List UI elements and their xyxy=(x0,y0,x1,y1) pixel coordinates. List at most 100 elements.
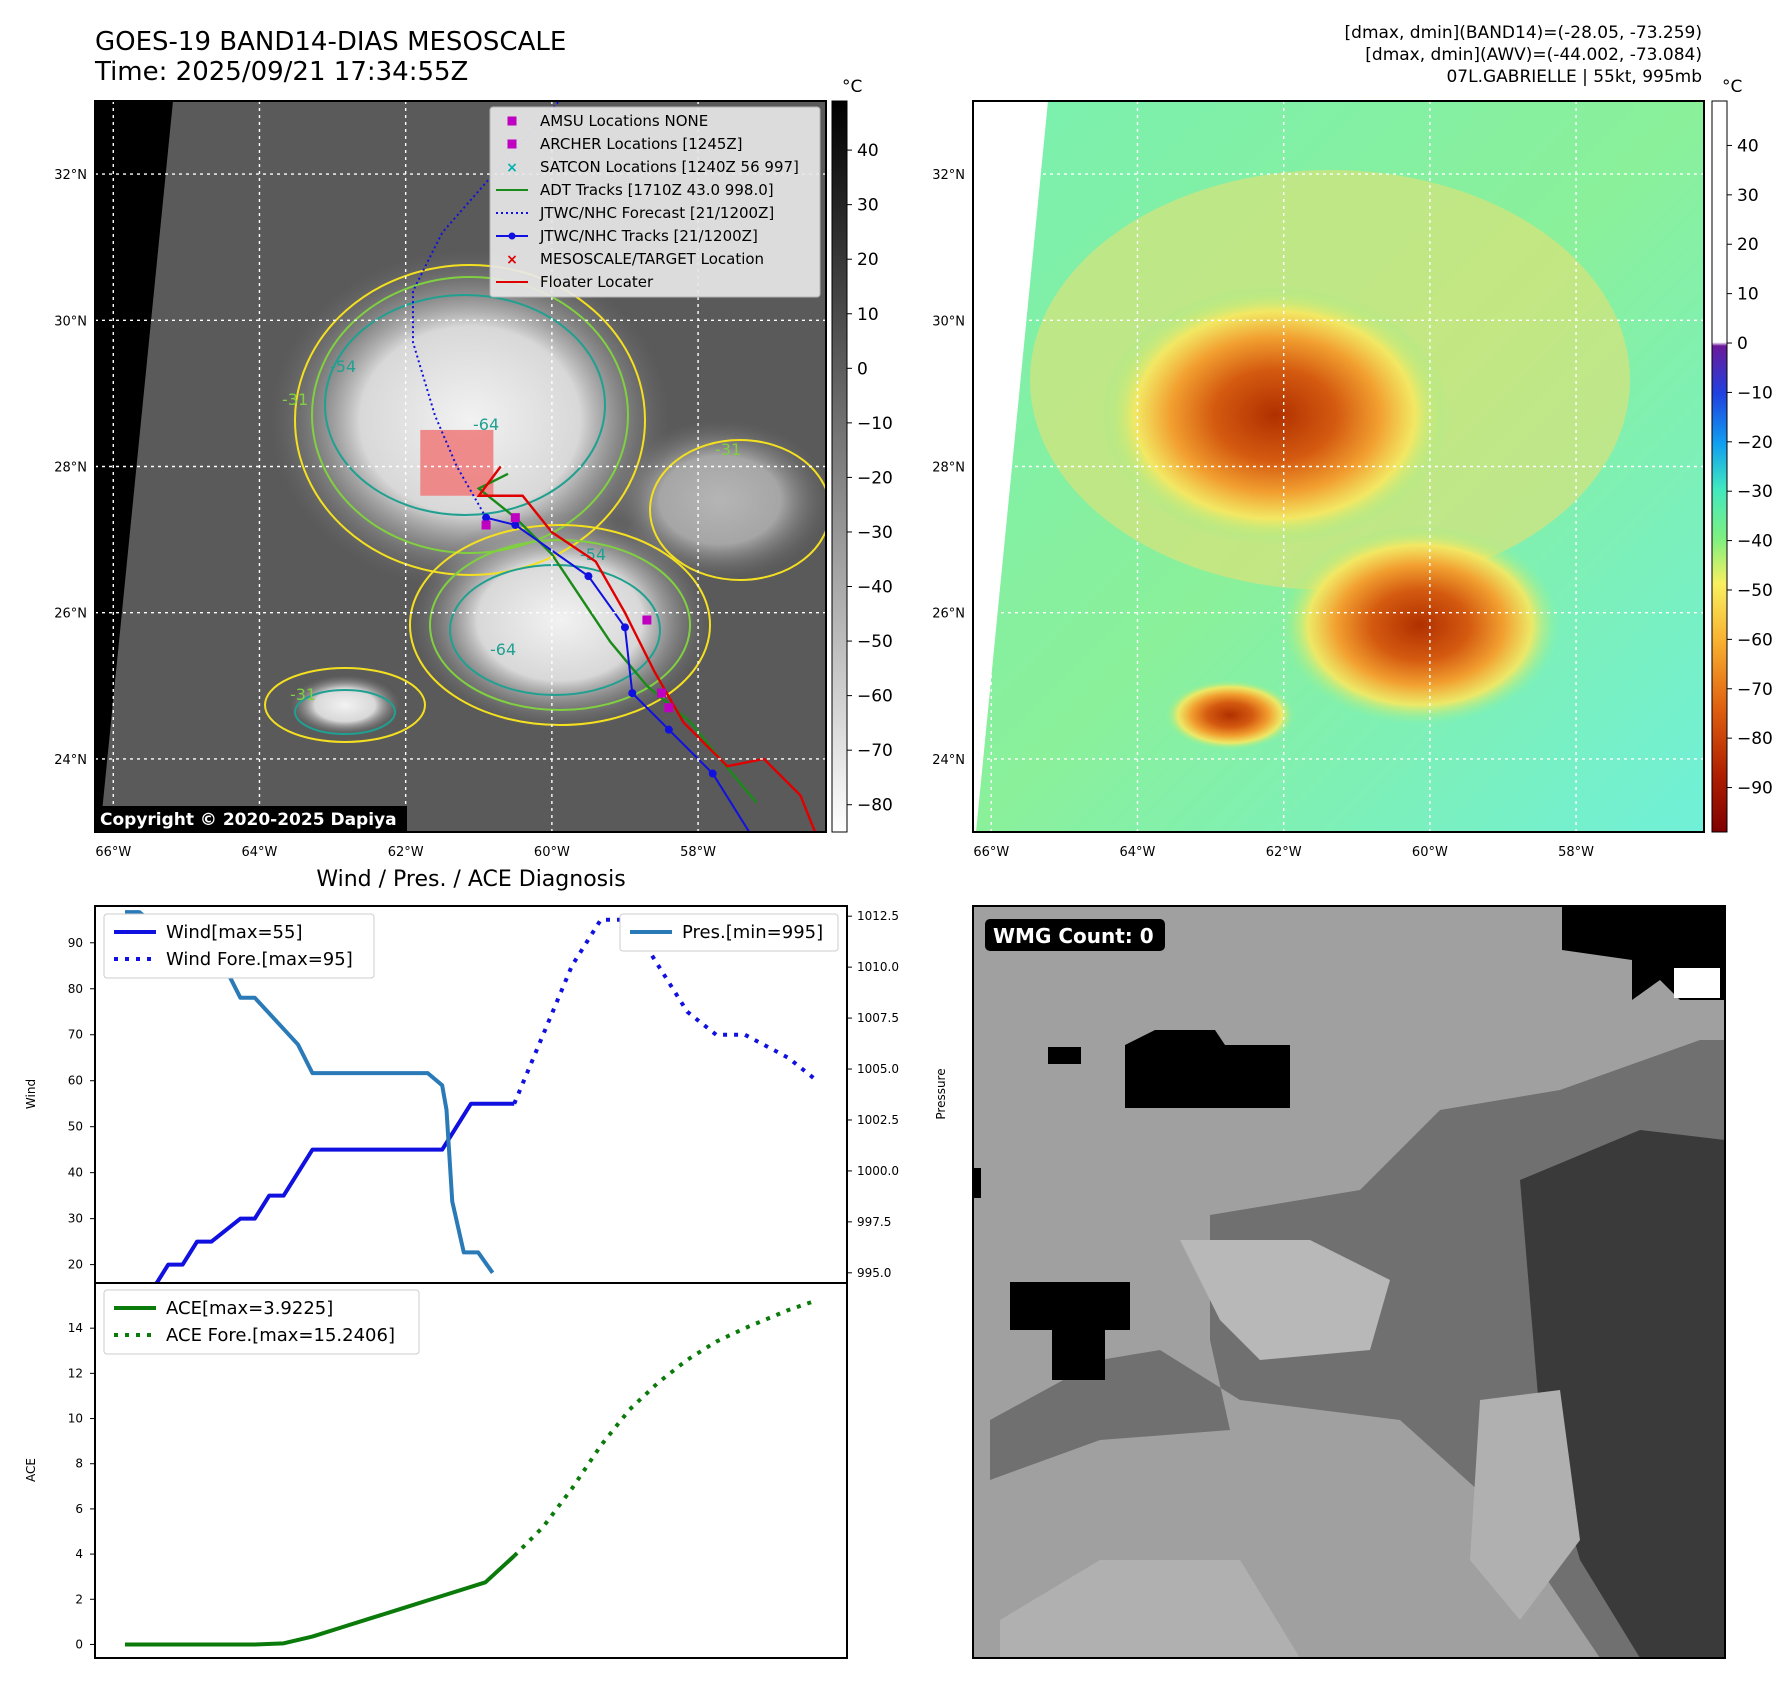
jtwc-track-point xyxy=(628,689,637,698)
lat-tick-label: 28°N xyxy=(932,461,965,476)
colorbar-tick-label: 40 xyxy=(857,141,879,161)
chart-legend-label: Wind[max=55] xyxy=(166,922,303,943)
contour-label: -31 xyxy=(282,390,308,409)
jtwc-track-point xyxy=(664,725,673,734)
jtwc-track-point xyxy=(584,572,593,581)
contour-yellow-south xyxy=(409,524,711,726)
archer-location-marker xyxy=(510,513,520,523)
y-tick-label: 90 xyxy=(68,936,83,950)
colorbar-tick-label: −80 xyxy=(857,796,893,816)
colorbar-tick-label: −30 xyxy=(857,523,893,543)
colorbar-tick-label: −80 xyxy=(1737,729,1773,749)
archer-location-marker xyxy=(657,688,667,698)
lat-tick-label: 26°N xyxy=(54,607,87,622)
jtwc-track-point xyxy=(708,769,717,778)
storm-info: 07L.GABRIELLE | 55kt, 995mb xyxy=(1446,67,1702,87)
jtwc-track-point xyxy=(620,623,629,632)
lon-tick-label: 62°W xyxy=(388,845,424,860)
colorbar-tick-label: −50 xyxy=(857,632,893,652)
copyright-label: Copyright © 2020-2025 Dapiya xyxy=(100,810,397,830)
contour-teal-south xyxy=(449,564,661,696)
band14-map-ticks: 66°W 64°W 62°W 60°W 58°W 32°N 30°N 28°N 26°N 24°N xyxy=(54,168,716,860)
y-tick-label: 40 xyxy=(68,1166,83,1180)
legend-label: Floater Locater xyxy=(540,273,654,291)
awv-map-gridlines xyxy=(973,101,1704,832)
colorbar-tick-label: −60 xyxy=(1737,630,1773,650)
wmg-region-light-3 xyxy=(1000,1560,1300,1658)
legend-label: AMSU Locations NONE xyxy=(540,112,708,130)
legend-label: MESOSCALE/TARGET Location xyxy=(540,250,764,268)
legend-symbol xyxy=(507,116,517,126)
y-tick-label: 50 xyxy=(68,1120,83,1134)
lon-tick-label: 62°W xyxy=(1266,845,1302,860)
figure-time: Time: 2025/09/21 17:34:55Z xyxy=(94,57,468,87)
colorbar-tick-label: −20 xyxy=(857,468,893,488)
pressure-axis-label: Pressure xyxy=(934,1068,948,1119)
contour-labels: -54 -31 -64 -54 -31 -64 -31 xyxy=(282,357,741,704)
no-data-wedge xyxy=(95,101,173,832)
chart-legend-label: Pres.[min=995] xyxy=(682,922,823,943)
colorbar-tick-label: −40 xyxy=(857,578,893,598)
wmg-black-nw xyxy=(1048,1047,1081,1064)
contour-green-north xyxy=(311,276,629,554)
lat-tick-label: 30°N xyxy=(932,314,965,329)
series-line xyxy=(125,1554,516,1647)
jtwc-track-point xyxy=(511,520,520,529)
lat-tick-label: 32°N xyxy=(54,168,87,183)
contour-teal-sw xyxy=(294,689,396,735)
contour-yellow-sw xyxy=(264,667,426,743)
y-tick-label: 80 xyxy=(68,982,83,996)
contour-label: -64 xyxy=(473,415,499,434)
wmg-count-label: WMG Count: 0 xyxy=(993,924,1154,948)
legend-label: ARCHER Locations [1245Z] xyxy=(540,135,743,153)
wmg-region-light-2 xyxy=(1470,1390,1580,1620)
archer-location-marker xyxy=(664,703,674,713)
colorbar-tick-label: 20 xyxy=(1737,235,1759,255)
wmg-region-light xyxy=(1180,1240,1390,1360)
legend-symbol xyxy=(508,232,516,240)
y2-tick-label: 1007.5 xyxy=(857,1011,899,1025)
chart-legend-label: ACE Fore.[max=15.2406] xyxy=(166,1325,395,1346)
y-tick-label: 4 xyxy=(75,1547,83,1561)
series-line xyxy=(125,1101,515,1290)
wmg-black-north xyxy=(1125,1030,1290,1108)
contour-teal-north xyxy=(324,294,606,516)
wind-axis-label: Wind xyxy=(24,1079,38,1109)
contours xyxy=(264,264,826,743)
colorbar-tick-label: −70 xyxy=(1737,680,1773,700)
y2-tick-label: 1002.5 xyxy=(857,1113,899,1127)
band14-map-frame xyxy=(94,100,827,833)
cloud-shield-south xyxy=(410,510,710,730)
legend-symbol: × xyxy=(506,252,518,268)
series-line xyxy=(512,917,819,1105)
contour-green-south xyxy=(429,539,691,711)
chart-legend-box xyxy=(103,1289,420,1355)
awv-core-sw xyxy=(1165,680,1295,750)
y-tick-label: 6 xyxy=(75,1502,83,1516)
stats-band14: [dmax, dmin](BAND14)=(-28.05, -73.259) xyxy=(1345,23,1702,43)
colorbar-tick-label: 30 xyxy=(1737,186,1759,206)
y-tick-label: 30 xyxy=(68,1212,83,1226)
archer-location-marker xyxy=(481,520,491,530)
y-tick-label: 60 xyxy=(68,1074,83,1088)
map-legend: AMSU Locations NONE ARCHER Locations [124… xyxy=(489,106,821,298)
colorbar-tick-label: −40 xyxy=(1737,532,1773,552)
colorbar-tick-label: 0 xyxy=(1737,334,1748,354)
awv-core-south xyxy=(1280,525,1560,725)
legend-label: JTWC/NHC Forecast [21/1200Z] xyxy=(539,204,774,222)
lon-tick-label: 60°W xyxy=(1412,845,1448,860)
lat-tick-label: 30°N xyxy=(54,314,87,329)
cloud-shield-north xyxy=(270,250,670,590)
lat-tick-label: 26°N xyxy=(932,607,965,622)
ace-axis-label: ACE xyxy=(24,1458,38,1482)
y-tick-label: 12 xyxy=(68,1366,83,1380)
lat-tick-label: 24°N xyxy=(54,753,87,768)
colorbar-tick-label: −20 xyxy=(1737,433,1773,453)
y2-tick-label: 997.5 xyxy=(857,1215,891,1229)
chart-legend-label: Wind Fore.[max=95] xyxy=(166,949,353,970)
contour-yellow-east xyxy=(649,439,826,581)
lon-tick-label: 60°W xyxy=(534,845,570,860)
jtwc-forecast-track xyxy=(411,101,560,519)
colorbar-tick-label: 20 xyxy=(857,250,879,270)
colorbar-tick-label: −30 xyxy=(1737,482,1773,502)
